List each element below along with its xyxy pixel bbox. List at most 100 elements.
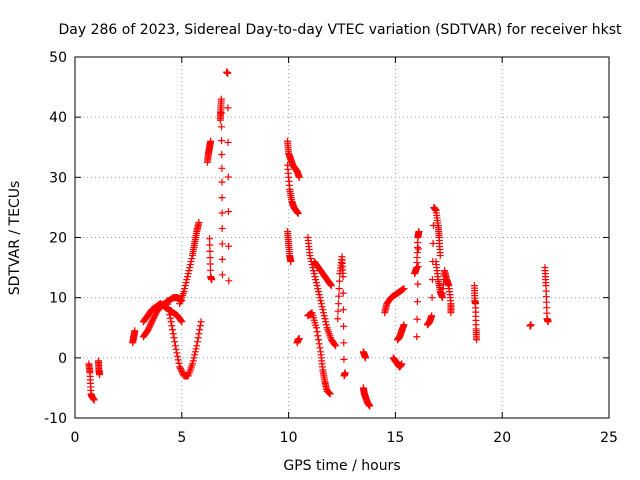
data-point [318,303,326,311]
data-point [218,137,226,145]
data-point [312,276,320,284]
data-point [206,247,214,255]
data-point [166,314,174,322]
data-point [335,292,343,300]
data-segment [526,321,535,330]
data-segment [541,264,552,326]
data-point [189,357,197,365]
y-axis-label: SDTVAR / TECUs [7,181,23,296]
data-point [176,363,184,371]
data-point [428,312,436,320]
data-point [218,255,226,263]
data-point [317,297,325,305]
data-point [218,194,226,202]
data-point [447,309,455,317]
data-point [187,258,195,266]
data-segment [423,203,444,329]
data-point [191,351,199,359]
x-tick-label: 0 [71,430,80,446]
data-point [165,307,173,315]
data-point [310,270,318,278]
data-point [339,289,347,297]
data-point [206,241,214,249]
data-point [224,173,232,181]
data-point [184,270,192,278]
data-point [414,280,422,288]
data-segment [389,354,406,371]
x-tick-label: 25 [600,430,618,446]
data-point [146,321,154,329]
data-point [361,354,369,362]
data-point [322,321,330,329]
data-point [192,345,200,353]
data-point [164,300,172,308]
data-point [312,324,320,332]
data-point [334,307,342,315]
data-point [206,260,214,268]
data-point [224,104,232,112]
data-point [336,277,344,285]
data-point [176,364,184,372]
data-point [181,285,189,293]
data-point [436,252,444,260]
data-point [316,344,324,352]
data-point [163,297,171,305]
chart-title: Day 286 of 2023, Sidereal Day-to-day VTE… [59,22,622,38]
data-point [182,279,190,287]
data-segment [176,218,203,308]
data-point [315,340,323,348]
data-point [340,322,348,330]
data-segment [216,95,226,279]
y-tick-label: 10 [49,291,67,307]
data-point [177,366,185,374]
x-tick-label: 5 [177,430,186,446]
data-point [398,360,406,368]
data-point [167,318,175,326]
data-point [194,334,202,342]
grid-lines [75,57,609,418]
data-point [148,318,156,326]
data-point [322,318,330,326]
data-point [307,255,315,263]
data-point [310,267,318,275]
data-point [174,356,182,364]
data-point [316,294,324,302]
data-point [188,360,196,368]
data-point [413,315,421,323]
data-point [185,267,193,275]
data-point [473,336,481,344]
data-point [174,352,182,360]
data-segment [203,137,215,166]
data-point [527,321,535,329]
data-point [171,338,179,346]
data-point [96,371,104,379]
data-point [164,304,172,312]
data-segment [85,360,98,404]
y-tick-label: 0 [58,351,67,367]
data-segment [129,327,139,347]
data-point [146,322,154,330]
data-point [415,227,423,235]
data-segment [139,300,186,326]
data-segment [293,335,303,347]
data-point [149,316,157,324]
data-point [332,342,340,350]
data-point [151,312,159,320]
data-point [414,263,422,271]
data-point [306,252,314,260]
data-segment [411,227,423,341]
data-point [186,261,194,269]
data-point [313,282,321,290]
x-axis-label: GPS time / hours [283,458,400,474]
data-point [224,138,232,146]
data-point [197,318,205,326]
data-point [314,332,322,340]
y-tick-label: 40 [49,110,67,126]
data-point [319,306,327,314]
data-point [339,273,347,281]
data-point [188,255,196,263]
data-point [177,317,185,325]
y-tick-label: 30 [49,170,67,186]
data-point [218,178,226,186]
data-point [315,288,323,296]
